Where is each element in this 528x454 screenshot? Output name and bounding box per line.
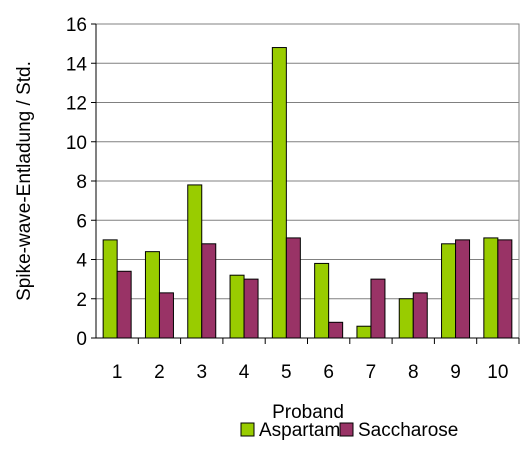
bar-saccharose-4 bbox=[243, 278, 259, 339]
bar-aspartam-8 bbox=[398, 298, 414, 339]
y-tick-label: 16 bbox=[66, 15, 87, 36]
bar-aspartam-4 bbox=[229, 274, 245, 339]
x-tick-label: 10 bbox=[487, 362, 508, 383]
bar-aspartam-3 bbox=[187, 184, 203, 339]
y-tick-label: 8 bbox=[76, 172, 87, 193]
y-tick-label: 4 bbox=[76, 251, 87, 272]
bar-aspartam-5 bbox=[271, 47, 287, 339]
bars bbox=[102, 47, 513, 339]
y-tick-label: 10 bbox=[66, 133, 87, 154]
bar-aspartam-9 bbox=[441, 243, 457, 339]
bar-saccharose-7 bbox=[370, 278, 386, 339]
gridlines bbox=[96, 62, 519, 300]
legend: Aspartam Saccharose bbox=[240, 420, 458, 441]
x-tick-label: 4 bbox=[239, 362, 250, 383]
x-tick-label: 1 bbox=[112, 362, 123, 383]
bar-saccharose-2 bbox=[158, 292, 174, 339]
x-tick-label: 9 bbox=[450, 362, 461, 383]
y-tick-label: 12 bbox=[66, 94, 87, 115]
bar-saccharose-1 bbox=[116, 270, 132, 339]
bar-aspartam-6 bbox=[314, 262, 330, 339]
y-tick-label: 0 bbox=[76, 329, 87, 350]
x-tick-label: 7 bbox=[366, 362, 377, 383]
bar-aspartam-2 bbox=[144, 251, 160, 339]
legend-swatch-saccharose bbox=[339, 422, 354, 437]
y-tick-label: 2 bbox=[76, 290, 87, 311]
x-axis-title: Proband bbox=[272, 402, 344, 423]
bar-saccharose-10 bbox=[497, 239, 513, 339]
bar-aspartam-1 bbox=[102, 239, 118, 339]
bar-saccharose-3 bbox=[201, 243, 217, 339]
x-tick-label: 2 bbox=[154, 362, 165, 383]
x-tick-label: 6 bbox=[323, 362, 334, 383]
x-tick-label: 3 bbox=[196, 362, 207, 383]
legend-label-saccharose: Saccharose bbox=[358, 420, 458, 441]
bar-saccharose-6 bbox=[328, 321, 344, 339]
y-tick-label: 14 bbox=[66, 54, 88, 75]
y-tick-label: 6 bbox=[76, 211, 87, 232]
bar-saccharose-5 bbox=[285, 237, 301, 339]
x-tick-label: 5 bbox=[281, 362, 292, 383]
bar-saccharose-9 bbox=[455, 239, 471, 339]
y-axis-title: Spike-wave-Entladung / Std. bbox=[14, 61, 35, 301]
legend-swatch-aspartam bbox=[240, 422, 255, 437]
y-axis-ticks: 0 2 4 6 8 10 12 14 16 bbox=[66, 15, 96, 350]
x-axis-ticks: 1 2 3 4 5 6 7 8 9 10 bbox=[112, 338, 520, 383]
bar-aspartam-7 bbox=[356, 325, 372, 339]
legend-label-aspartam: Aspartam bbox=[259, 420, 340, 441]
bar-saccharose-8 bbox=[412, 292, 428, 339]
bar-aspartam-10 bbox=[483, 237, 499, 339]
x-tick-label: 8 bbox=[408, 362, 419, 383]
